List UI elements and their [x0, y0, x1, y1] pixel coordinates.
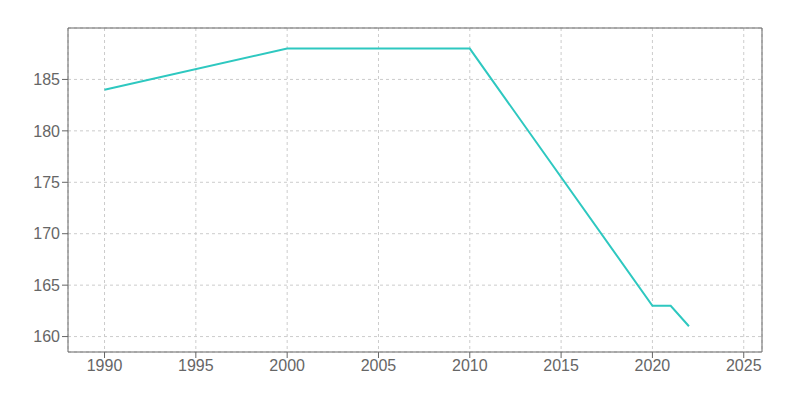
svg-text:2000: 2000	[269, 357, 305, 374]
svg-text:170: 170	[33, 225, 60, 242]
svg-text:175: 175	[33, 174, 60, 191]
svg-text:180: 180	[33, 123, 60, 140]
svg-text:1995: 1995	[178, 357, 214, 374]
svg-text:1990: 1990	[87, 357, 123, 374]
svg-text:2025: 2025	[726, 357, 762, 374]
svg-text:185: 185	[33, 71, 60, 88]
svg-text:2010: 2010	[452, 357, 488, 374]
svg-text:2015: 2015	[543, 357, 579, 374]
svg-text:160: 160	[33, 328, 60, 345]
svg-text:2020: 2020	[635, 357, 671, 374]
svg-text:165: 165	[33, 277, 60, 294]
svg-text:2005: 2005	[361, 357, 397, 374]
